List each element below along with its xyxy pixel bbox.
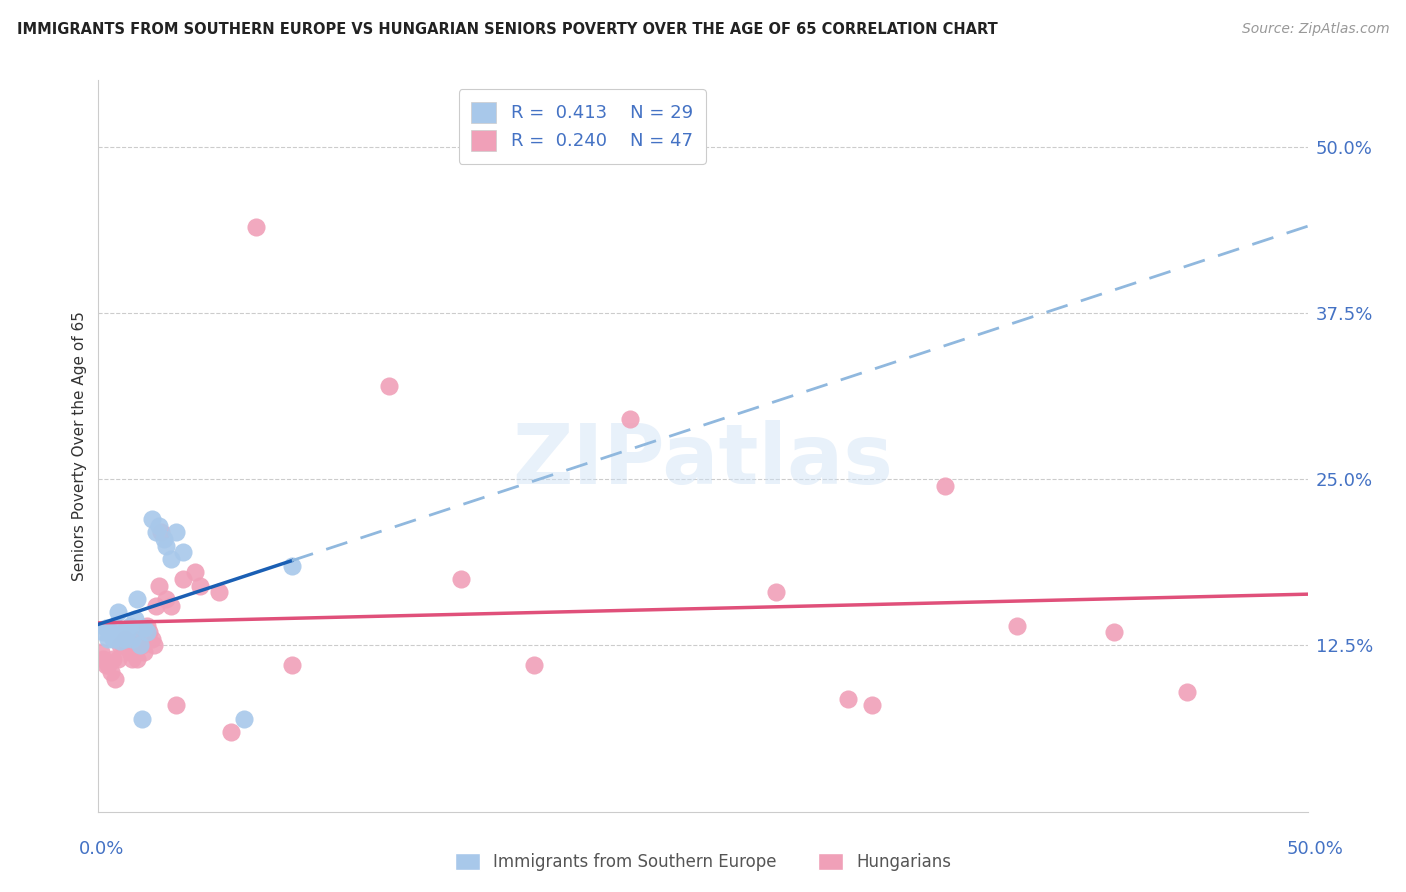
Point (619, 412, 641, 426)
Point (91, 625, 114, 640)
Point (188, 579, 211, 593)
Point (101, 632, 124, 646)
Point (91, 652, 114, 666)
Point (90, 645, 112, 659)
Point (118, 645, 141, 659)
Point (523, 658, 546, 673)
Point (450, 572, 472, 586)
Text: IMMIGRANTS FROM SOUTHERN EUROPE VS HUNGARIAN SENIORS POVERTY OVER THE AGE OF 65 : IMMIGRANTS FROM SOUTHERN EUROPE VS HUNGA… (17, 22, 998, 37)
Point (160, 552, 183, 566)
Point (245, 219, 267, 234)
Point (150, 525, 173, 540)
Point (128, 632, 150, 646)
Point (232, 712, 254, 726)
Point (160, 599, 183, 613)
Point (134, 645, 156, 659)
Point (108, 639, 131, 653)
Point (143, 639, 166, 653)
Point (148, 518, 170, 533)
Point (100, 625, 122, 640)
Point (135, 625, 157, 640)
Point (117, 639, 139, 653)
Legend: Immigrants from Southern Europe, Hungarians: Immigrants from Southern Europe, Hungari… (446, 845, 960, 880)
Legend: R =  0.413    N = 29, R =  0.240    N = 47: R = 0.413 N = 29, R = 0.240 N = 47 (458, 89, 706, 163)
Point (124, 612, 146, 626)
Point (134, 621, 156, 635)
Point (765, 585, 787, 599)
Point (117, 625, 139, 640)
Point (172, 572, 194, 586)
Point (152, 532, 174, 546)
Point (131, 639, 153, 653)
Point (97, 632, 120, 646)
Point (184, 566, 207, 580)
Point (1175, 685, 1198, 699)
Point (114, 632, 136, 646)
Point (121, 632, 143, 646)
Point (104, 618, 127, 632)
Point (172, 545, 194, 559)
Point (124, 639, 146, 653)
Point (118, 618, 141, 632)
Point (281, 558, 304, 573)
Point (165, 525, 187, 540)
Point (165, 698, 187, 713)
Point (221, 725, 243, 739)
Point (104, 672, 127, 686)
Point (155, 591, 177, 606)
Point (107, 652, 129, 666)
Point (377, 379, 399, 393)
Point (138, 625, 160, 640)
Point (97, 658, 120, 673)
Point (111, 625, 134, 640)
Point (135, 618, 157, 632)
Point (131, 712, 153, 726)
Point (1007, 618, 1029, 632)
Point (281, 658, 304, 673)
Text: 0.0%: 0.0% (79, 840, 124, 858)
Point (101, 652, 124, 666)
Text: 50.0%: 50.0% (1286, 840, 1343, 858)
Point (111, 639, 134, 653)
Point (128, 639, 150, 653)
Point (934, 479, 956, 493)
Point (1102, 625, 1125, 640)
Point (860, 698, 883, 713)
Point (94, 621, 117, 635)
Y-axis label: Seniors Poverty Over the Age of 65: Seniors Poverty Over the Age of 65 (72, 311, 87, 581)
Point (114, 632, 136, 646)
Point (208, 585, 231, 599)
Point (141, 512, 163, 526)
Point (107, 605, 129, 619)
Point (108, 634, 131, 648)
Point (148, 579, 170, 593)
Point (145, 525, 167, 540)
Point (121, 652, 143, 666)
Text: Source: ZipAtlas.com: Source: ZipAtlas.com (1241, 22, 1389, 37)
Point (155, 539, 177, 553)
Point (100, 665, 122, 679)
Point (145, 599, 167, 613)
Point (141, 632, 163, 646)
Text: ZIPatlas: ZIPatlas (513, 420, 893, 501)
Point (94, 658, 117, 673)
Point (127, 591, 149, 606)
Point (837, 691, 859, 706)
Point (127, 652, 149, 666)
